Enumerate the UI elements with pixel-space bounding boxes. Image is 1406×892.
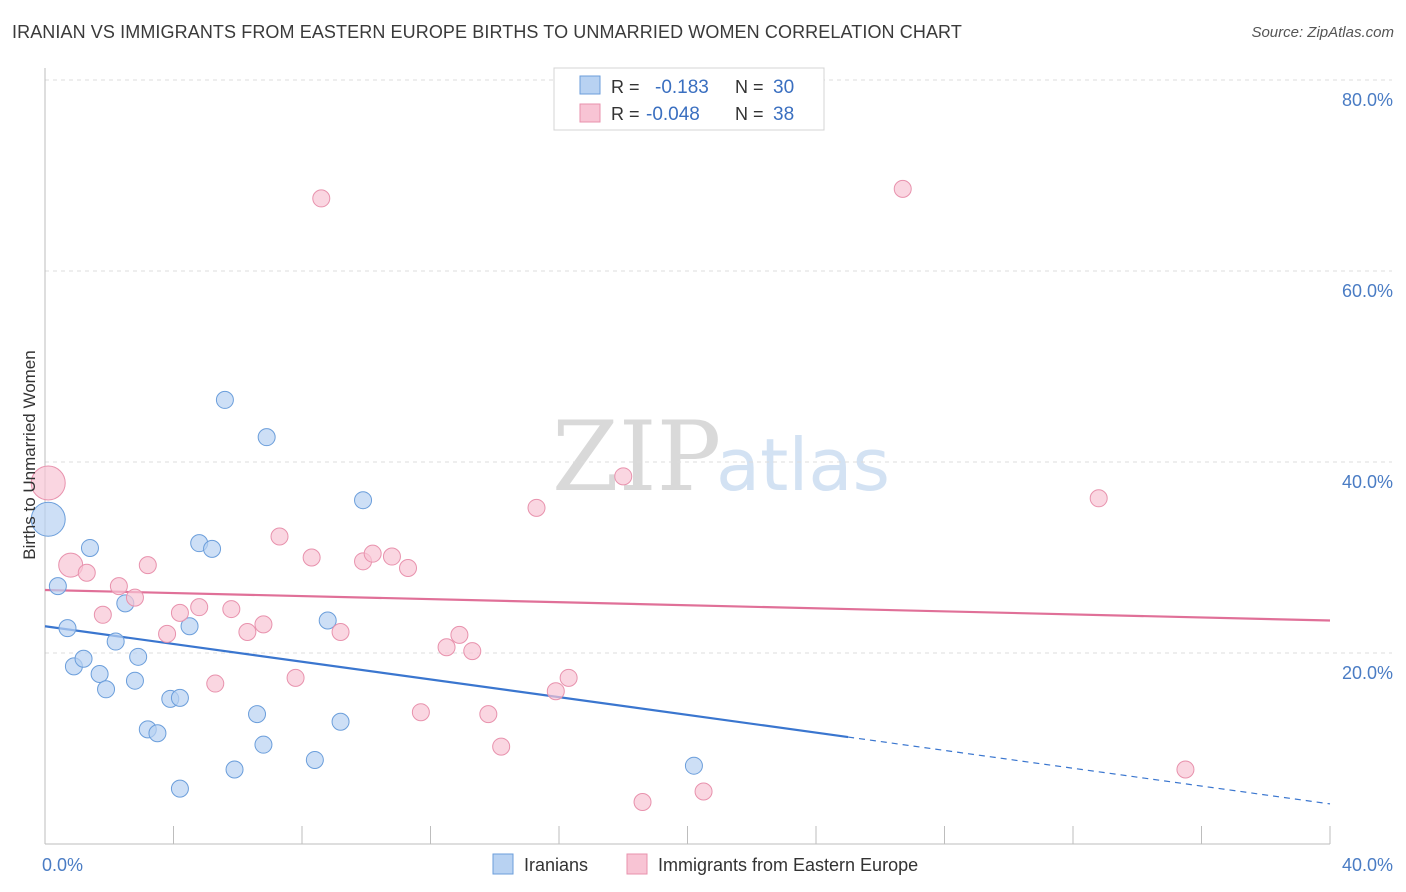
point-eastern-europe-33 <box>614 467 633 486</box>
point-eastern-europe-0 <box>30 465 66 501</box>
point-eastern-europe-5 <box>125 588 144 607</box>
axes <box>44 68 1331 845</box>
point-iranians-21 <box>225 760 244 779</box>
point-eastern-europe-34 <box>694 782 713 801</box>
point-iranians-15 <box>170 688 189 707</box>
y-tick-label-2: 60.0% <box>1342 281 1393 301</box>
point-eastern-europe-36 <box>1089 489 1108 508</box>
point-eastern-europe-16 <box>302 548 321 567</box>
point-iranians-19 <box>170 779 189 798</box>
point-eastern-europe-20 <box>363 544 382 563</box>
point-eastern-europe-24 <box>437 638 456 657</box>
legend-top-n-label-iranians: N = <box>735 77 764 97</box>
point-iranians-23 <box>254 735 273 754</box>
point-eastern-europe-2 <box>77 563 96 582</box>
point-iranians-16 <box>180 617 199 636</box>
point-eastern-europe-29 <box>527 498 546 517</box>
point-iranians-18 <box>203 539 222 558</box>
point-eastern-europe-18 <box>331 622 350 641</box>
point-eastern-europe-23 <box>411 703 430 722</box>
point-iranians-26 <box>318 611 337 630</box>
trend-line-0 <box>44 625 849 739</box>
point-eastern-europe-3 <box>93 605 112 624</box>
chart-title: IRANIAN VS IMMIGRANTS FROM EASTERN EUROP… <box>12 22 962 42</box>
point-eastern-europe-32 <box>633 792 652 811</box>
gridlines <box>45 79 1392 654</box>
trend-lines <box>44 588 1331 805</box>
point-eastern-europe-37 <box>1176 760 1195 779</box>
tick-labels: 20.0% 40.0% 60.0% 80.0% 0.0% 40.0% <box>42 90 1393 875</box>
point-iranians-22 <box>248 705 267 724</box>
legend-top: R = -0.183 N = 30 R = -0.048 N = 38 <box>553 67 825 131</box>
point-eastern-europe-22 <box>399 559 418 578</box>
watermark: ZIP atlas <box>552 401 890 513</box>
chart-source: Source: ZipAtlas.com <box>1251 24 1394 41</box>
point-eastern-europe-12 <box>238 622 257 641</box>
legend-bottom-label-eastern-europe: Immigrants from Eastern Europe <box>658 855 918 875</box>
point-iranians-1 <box>48 577 67 596</box>
point-iranians-29 <box>684 756 703 775</box>
legend-top-r-label-iranians: R = <box>611 77 640 97</box>
point-eastern-europe-7 <box>158 624 177 643</box>
point-iranians-0 <box>30 501 66 537</box>
data-points <box>30 179 1195 811</box>
legend-top-r-value-eastern-europe: -0.048 <box>646 104 700 125</box>
point-iranians-20 <box>215 390 234 409</box>
point-eastern-europe-21 <box>382 547 401 566</box>
watermark-zip: ZIP <box>552 401 721 513</box>
watermark-atlas: atlas <box>716 423 890 507</box>
point-iranians-6 <box>90 665 109 684</box>
point-eastern-europe-26 <box>463 642 482 661</box>
point-iranians-5 <box>80 538 99 557</box>
point-iranians-7 <box>97 680 116 699</box>
point-eastern-europe-27 <box>479 705 498 724</box>
point-eastern-europe-4 <box>109 577 128 596</box>
y-axis-label: Births to Unmarried Women <box>20 350 39 559</box>
legend-bottom-swatch-eastern-europe <box>626 853 648 875</box>
legend-top-n-label-eastern-europe: N = <box>735 104 764 124</box>
point-eastern-europe-28 <box>492 737 511 756</box>
legend-top-r-value-iranians: -0.183 <box>655 77 709 98</box>
point-eastern-europe-9 <box>190 598 209 617</box>
point-iranians-2 <box>58 619 77 638</box>
point-eastern-europe-13 <box>254 615 273 634</box>
point-eastern-europe-10 <box>206 674 225 693</box>
point-eastern-europe-6 <box>138 556 157 575</box>
point-iranians-24 <box>257 428 276 447</box>
point-eastern-europe-17 <box>312 189 331 208</box>
y-tick-label-0: 20.0% <box>1342 663 1393 683</box>
point-eastern-europe-25 <box>450 625 469 644</box>
x-tick-label-1: 40.0% <box>1342 855 1393 875</box>
point-iranians-27 <box>331 712 350 731</box>
point-eastern-europe-15 <box>286 668 305 687</box>
legend-top-r-label-eastern-europe: R = <box>611 104 640 124</box>
point-iranians-28 <box>354 491 373 510</box>
y-tick-label-1: 40.0% <box>1342 472 1393 492</box>
point-iranians-8 <box>106 632 125 651</box>
point-iranians-13 <box>148 724 167 743</box>
point-iranians-11 <box>129 647 148 666</box>
point-eastern-europe-31 <box>559 668 578 687</box>
point-eastern-europe-8 <box>170 603 189 622</box>
y-tick-label-3: 80.0% <box>1342 90 1393 110</box>
legend-top-swatch-eastern-europe <box>579 103 601 123</box>
legend-bottom-label-iranians: Iranians <box>524 855 588 875</box>
legend-bottom: Iranians Immigrants from Eastern Europe <box>492 853 918 875</box>
x-tick-label-0: 0.0% <box>42 855 83 875</box>
point-iranians-4 <box>74 649 93 668</box>
point-eastern-europe-14 <box>270 527 289 546</box>
point-eastern-europe-35 <box>893 179 912 198</box>
trend-line-1 <box>44 588 1331 622</box>
point-eastern-europe-30 <box>546 682 565 701</box>
legend-top-swatch-iranians <box>579 75 601 95</box>
legend-top-n-value-iranians: 30 <box>773 77 794 98</box>
legend-bottom-swatch-iranians <box>492 853 514 875</box>
point-eastern-europe-11 <box>222 600 241 619</box>
legend-top-n-value-eastern-europe: 38 <box>773 104 794 125</box>
trend-line-ext-0 <box>848 736 1331 805</box>
point-iranians-10 <box>125 671 144 690</box>
point-iranians-25 <box>305 750 324 769</box>
